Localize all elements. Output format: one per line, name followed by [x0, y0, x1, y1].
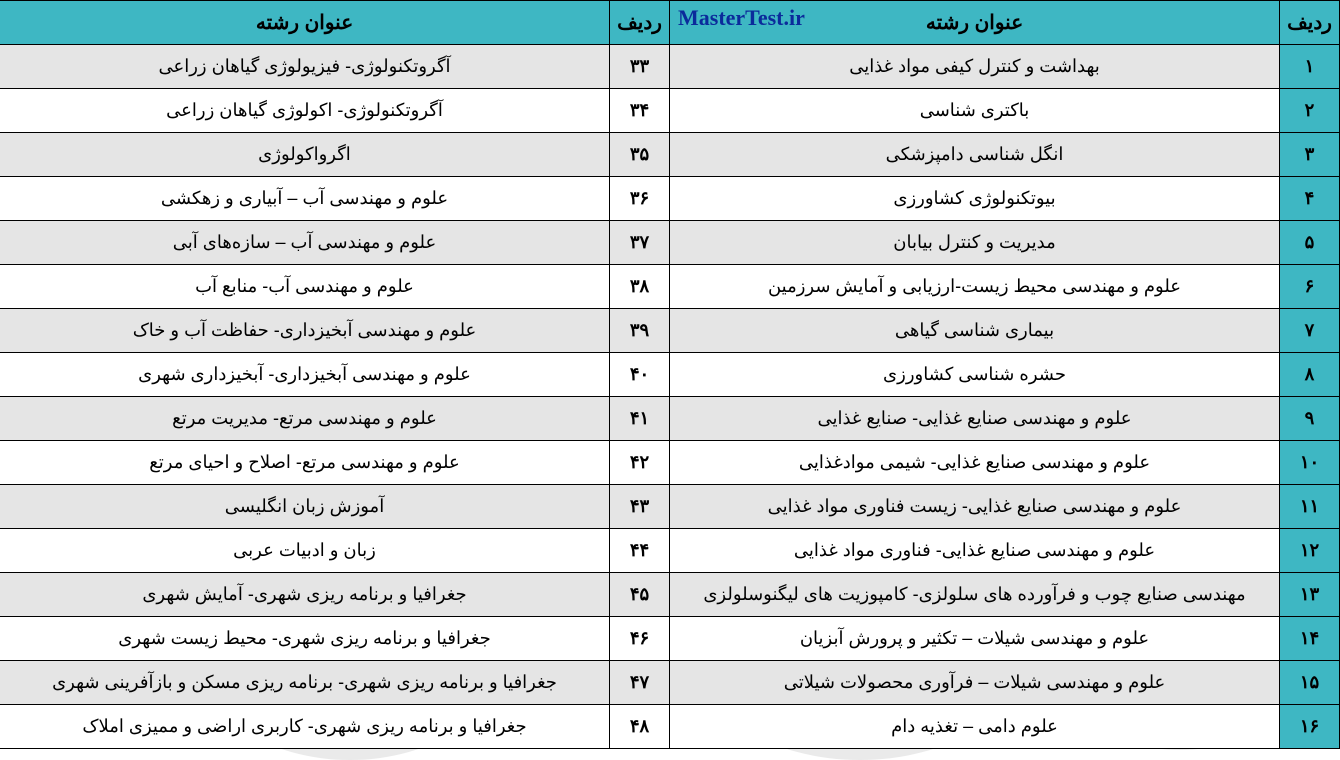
row-index-right: ۱	[1280, 45, 1340, 89]
row-title-right: علوم و مهندسی شیلات – فرآوری محصولات شیل…	[670, 661, 1280, 705]
header-index-left: ردیف	[610, 1, 670, 45]
row-title-right: مهندسی صنایع چوب و فرآورده های سلولزی- ک…	[670, 573, 1280, 617]
row-index-left: ۴۲	[610, 441, 670, 485]
table-row: ۱۶علوم دامی – تغذیه دام۴۸جغرافیا و برنام…	[0, 705, 1340, 749]
row-index-left: ۳۳	[610, 45, 670, 89]
row-index-right: ۷	[1280, 309, 1340, 353]
table-body: ۱بهداشت و کنترل کیفی مواد غذایی۳۳آگروتکن…	[0, 45, 1340, 749]
row-title-right: مدیریت و کنترل بیابان	[670, 221, 1280, 265]
table-row: ۲باکتری شناسی۳۴آگروتکنولوژی- اکولوژی گیا…	[0, 89, 1340, 133]
row-index-left: ۳۹	[610, 309, 670, 353]
row-title-left: جغرافیا و برنامه ریزی شهری- کاربری اراضی…	[0, 705, 610, 749]
table-row: ۸حشره شناسی کشاورزی۴۰علوم و مهندسی آبخیز…	[0, 353, 1340, 397]
row-title-left: جغرافیا و برنامه ریزی شهری- آمایش شهری	[0, 573, 610, 617]
header-title-left: عنوان رشته	[0, 1, 610, 45]
row-title-left: علوم و مهندسی آب- منابع آب	[0, 265, 610, 309]
row-title-right: انگل شناسی دامپزشکی	[670, 133, 1280, 177]
table-row: ۱۴علوم و مهندسی شیلات – تکثیر و پرورش آب…	[0, 617, 1340, 661]
row-title-right: بیوتکنولوژی کشاورزی	[670, 177, 1280, 221]
row-index-left: ۳۸	[610, 265, 670, 309]
row-index-left: ۴۸	[610, 705, 670, 749]
row-index-right: ۵	[1280, 221, 1340, 265]
watermark-text: MasterTest.ir	[678, 5, 805, 31]
row-index-left: ۴۳	[610, 485, 670, 529]
row-title-right: باکتری شناسی	[670, 89, 1280, 133]
row-title-left: آگروتکنولوژی- اکولوژی گیاهان زراعی	[0, 89, 610, 133]
row-index-right: ۱۰	[1280, 441, 1340, 485]
table-row: ۱۱علوم و مهندسی صنایع غذایی- زیست فناوری…	[0, 485, 1340, 529]
row-index-left: ۳۴	[610, 89, 670, 133]
row-title-left: علوم و مهندسی آب – سازه‌های آبی	[0, 221, 610, 265]
table-row: ۵مدیریت و کنترل بیابان۳۷علوم و مهندسی آب…	[0, 221, 1340, 265]
majors-table: ردیف عنوان رشته MasterTest.ir ردیف عنوان…	[0, 0, 1340, 749]
row-title-left: علوم و مهندسی آبخیزداری- آبخیزداری شهری	[0, 353, 610, 397]
row-title-right: علوم و مهندسی محیط زیست-ارزیابی و آمایش …	[670, 265, 1280, 309]
row-index-left: ۴۱	[610, 397, 670, 441]
row-index-right: ۲	[1280, 89, 1340, 133]
table-header-row: ردیف عنوان رشته MasterTest.ir ردیف عنوان…	[0, 1, 1340, 45]
row-title-left: آگروتکنولوژی- فیزیولوژی گیاهان زراعی	[0, 45, 610, 89]
table-row: ۳انگل شناسی دامپزشکی۳۵اگرواکولوژی	[0, 133, 1340, 177]
row-title-right: بهداشت و کنترل کیفی مواد غذایی	[670, 45, 1280, 89]
row-index-left: ۴۰	[610, 353, 670, 397]
row-title-right: علوم و مهندسی صنایع غذایی- شیمی موادغذای…	[670, 441, 1280, 485]
table-row: ۹علوم و مهندسی صنایع غذایی- صنایع غذایی۴…	[0, 397, 1340, 441]
row-title-left: جغرافیا و برنامه ریزی شهری- برنامه ریزی …	[0, 661, 610, 705]
row-index-left: ۴۷	[610, 661, 670, 705]
row-index-left: ۴۴	[610, 529, 670, 573]
row-title-left: آموزش زبان انگلیسی	[0, 485, 610, 529]
row-title-left: زبان و ادبیات عربی	[0, 529, 610, 573]
row-index-left: ۳۷	[610, 221, 670, 265]
table-row: ۱بهداشت و کنترل کیفی مواد غذایی۳۳آگروتکن…	[0, 45, 1340, 89]
row-title-right: علوم و مهندسی صنایع غذایی- فناوری مواد غ…	[670, 529, 1280, 573]
table-row: ۱۲علوم و مهندسی صنایع غذایی- فناوری مواد…	[0, 529, 1340, 573]
table-row: ۱۳مهندسی صنایع چوب و فرآورده های سلولزی-…	[0, 573, 1340, 617]
row-index-right: ۱۲	[1280, 529, 1340, 573]
table-row: ۱۰علوم و مهندسی صنایع غذایی- شیمی موادغذ…	[0, 441, 1340, 485]
row-title-right: حشره شناسی کشاورزی	[670, 353, 1280, 397]
row-index-right: ۶	[1280, 265, 1340, 309]
table-row: ۱۵علوم و مهندسی شیلات – فرآوری محصولات ش…	[0, 661, 1340, 705]
header-title-right-label: عنوان رشته	[926, 12, 1023, 34]
row-index-right: ۱۳	[1280, 573, 1340, 617]
majors-table-container: ردیف عنوان رشته MasterTest.ir ردیف عنوان…	[0, 0, 1340, 748]
row-index-right: ۱۶	[1280, 705, 1340, 749]
row-index-left: ۳۵	[610, 133, 670, 177]
table-row: ۴بیوتکنولوژی کشاورزی۳۶علوم و مهندسی آب –…	[0, 177, 1340, 221]
header-index-right: ردیف	[1280, 1, 1340, 45]
row-title-left: علوم و مهندسی مرتع- اصلاح و احیای مرتع	[0, 441, 610, 485]
row-title-right: علوم و مهندسی صنایع غذایی- زیست فناوری م…	[670, 485, 1280, 529]
row-title-right: بیماری شناسی گیاهی	[670, 309, 1280, 353]
row-index-left: ۳۶	[610, 177, 670, 221]
table-row: ۶علوم و مهندسی محیط زیست-ارزیابی و آمایش…	[0, 265, 1340, 309]
row-index-right: ۹	[1280, 397, 1340, 441]
row-index-right: ۱۴	[1280, 617, 1340, 661]
row-title-right: علوم و مهندسی صنایع غذایی- صنایع غذایی	[670, 397, 1280, 441]
table-row: ۷بیماری شناسی گیاهی۳۹علوم و مهندسی آبخیز…	[0, 309, 1340, 353]
row-title-left: علوم و مهندسی مرتع- مدیریت مرتع	[0, 397, 610, 441]
row-index-right: ۸	[1280, 353, 1340, 397]
row-index-left: ۴۵	[610, 573, 670, 617]
row-title-left: اگرواکولوژی	[0, 133, 610, 177]
row-title-right: علوم دامی – تغذیه دام	[670, 705, 1280, 749]
header-title-right: عنوان رشته MasterTest.ir	[670, 1, 1280, 45]
row-title-right: علوم و مهندسی شیلات – تکثیر و پرورش آبزی…	[670, 617, 1280, 661]
row-title-left: جغرافیا و برنامه ریزی شهری- محیط زیست شه…	[0, 617, 610, 661]
row-index-left: ۴۶	[610, 617, 670, 661]
row-index-right: ۱۱	[1280, 485, 1340, 529]
row-index-right: ۱۵	[1280, 661, 1340, 705]
row-index-right: ۳	[1280, 133, 1340, 177]
row-title-left: علوم و مهندسی آب – آبیاری و زهکشی	[0, 177, 610, 221]
row-title-left: علوم و مهندسی آبخیزداری- حفاظت آب و خاک	[0, 309, 610, 353]
row-index-right: ۴	[1280, 177, 1340, 221]
